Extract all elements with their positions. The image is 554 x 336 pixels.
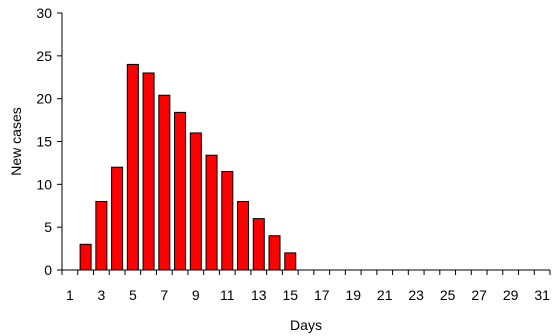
bar-day-10 xyxy=(205,154,218,271)
bar-day-7 xyxy=(158,94,171,271)
bar-day-11 xyxy=(221,170,234,271)
y-tick-label-0: 0 xyxy=(44,262,52,278)
y-tick-label-10: 10 xyxy=(36,176,52,192)
bar-day-3 xyxy=(95,200,108,271)
bar-day-4 xyxy=(111,166,124,271)
bar-day-15 xyxy=(284,252,297,271)
x-tick-label-19: 19 xyxy=(345,287,361,303)
x-tick-label-15: 15 xyxy=(282,287,298,303)
y-axis-title: New cases xyxy=(8,107,24,175)
y-tick-label-15: 15 xyxy=(36,134,52,150)
bar-day-13 xyxy=(252,218,265,271)
x-tick-label-13: 13 xyxy=(251,287,267,303)
bar-day-8 xyxy=(174,111,187,271)
x-tick-label-31: 31 xyxy=(534,287,550,303)
x-tick-label-9: 9 xyxy=(192,287,200,303)
x-tick-label-3: 3 xyxy=(97,287,105,303)
x-tick-label-23: 23 xyxy=(408,287,424,303)
y-tick-label-5: 5 xyxy=(44,219,52,235)
x-axis-title: Days xyxy=(290,317,322,333)
x-tick-label-1: 1 xyxy=(66,287,74,303)
x-tick-label-27: 27 xyxy=(471,287,487,303)
x-tick-label-5: 5 xyxy=(129,287,137,303)
bar-day-14 xyxy=(268,235,281,271)
bars-group xyxy=(79,63,297,271)
bar-day-2 xyxy=(79,243,92,271)
x-tick-label-25: 25 xyxy=(440,287,456,303)
bar-day-6 xyxy=(142,72,155,271)
bar-day-9 xyxy=(189,132,202,271)
x-tick-label-11: 11 xyxy=(220,287,235,303)
x-tick-label-21: 21 xyxy=(377,287,393,303)
x-tick-label-29: 29 xyxy=(503,287,519,303)
y-tick-label-30: 30 xyxy=(36,5,52,21)
y-tick-label-25: 25 xyxy=(36,48,52,64)
bar-day-12 xyxy=(237,200,250,271)
ticks-group xyxy=(57,12,551,275)
x-tick-label-17: 17 xyxy=(314,287,330,303)
bar-day-5 xyxy=(126,63,139,271)
x-tick-label-7: 7 xyxy=(160,287,168,303)
y-tick-label-20: 20 xyxy=(36,91,52,107)
